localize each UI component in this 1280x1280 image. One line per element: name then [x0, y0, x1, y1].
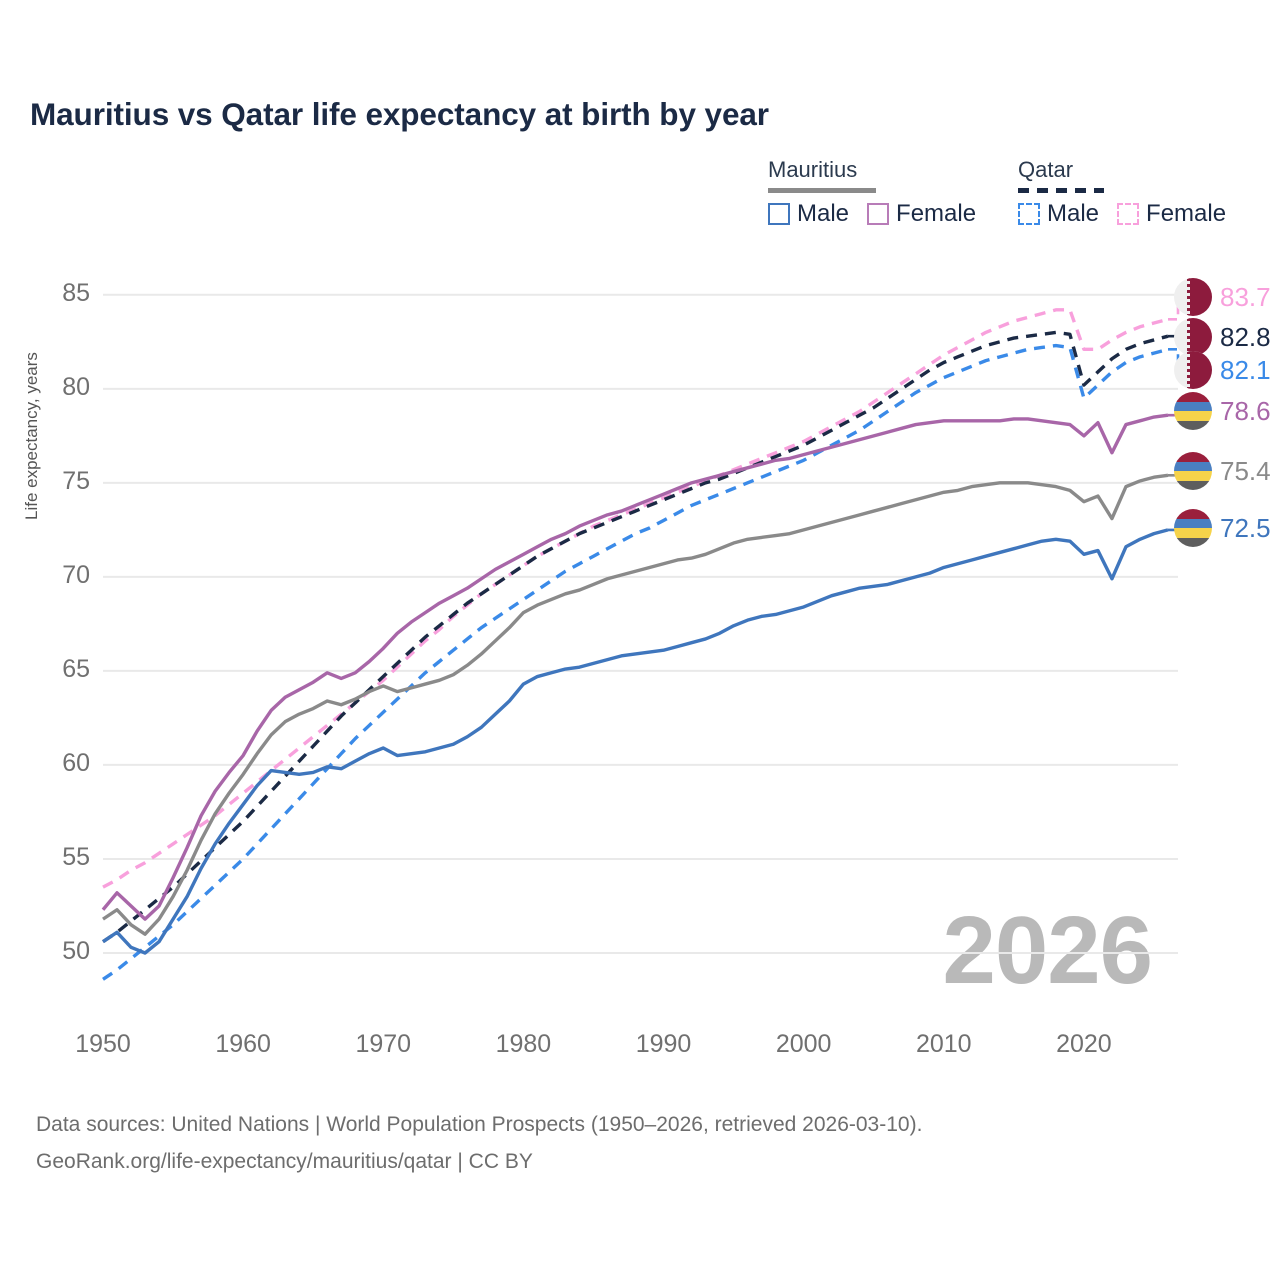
legend-item-qatar-female[interactable]: Female — [1117, 202, 1226, 226]
qatar-flag-icon — [1174, 318, 1212, 356]
x-axis-tick-label: 1980 — [495, 1030, 552, 1058]
legend-item-mauritius-male[interactable]: Male — [768, 202, 849, 226]
end-label-value: 82.8 — [1220, 322, 1271, 352]
x-axis-tick-label: 1960 — [215, 1030, 271, 1058]
legend-rule-dashed — [1018, 188, 1104, 193]
series-line-qatar-male — [102, 343, 1169, 981]
legend: Mauritius Male Female Qatar Male — [760, 158, 1260, 244]
y-axis-tick-label: 60 — [62, 748, 90, 777]
x-axis-tick-label: 1950 — [75, 1030, 131, 1058]
end-label-value: 82.1 — [1220, 355, 1271, 385]
series-line-mauritius-total — [102, 473, 1169, 936]
legend-item-qatar-male[interactable]: Male — [1018, 202, 1099, 226]
x-axis-tick-label: 2020 — [1056, 1030, 1112, 1058]
series-line-qatar-female — [102, 308, 1169, 889]
end-label-72.5: 72.5 — [1174, 509, 1271, 547]
watermark-year: 2026 — [942, 897, 1153, 1004]
series-line-mauritius-male — [102, 528, 1169, 955]
footer: Data sources: United Nations | World Pop… — [36, 1106, 1236, 1180]
legend-rule-solid — [768, 188, 876, 193]
legend-items-mauritius: Male Female — [768, 202, 976, 226]
page-title: Mauritius vs Qatar life expectancy at bi… — [30, 96, 769, 132]
legend-group-title-qatar: Qatar — [1018, 157, 1074, 182]
series-line-mauritius-female — [101, 413, 1169, 921]
end-label-value: 75.4 — [1220, 456, 1271, 486]
end-label-value: 72.5 — [1220, 513, 1271, 543]
qatar-flag-icon — [1174, 351, 1212, 389]
legend-item-label: Female — [1146, 200, 1227, 227]
qatar-flag-icon — [1174, 278, 1212, 316]
end-label-value: 78.6 — [1220, 396, 1271, 426]
x-axis-tick-label: 2010 — [915, 1030, 972, 1058]
y-axis-tick-label: 55 — [62, 842, 90, 871]
mauritius-flag-icon — [1174, 452, 1212, 490]
footer-data-sources: Data sources: United Nations | World Pop… — [36, 1113, 923, 1136]
end-label-82.1: 82.1 — [1174, 351, 1271, 389]
y-axis-tick-label: 70 — [62, 560, 90, 589]
x-axis-tick-label: 1990 — [635, 1030, 692, 1058]
end-label-value: 83.7 — [1220, 282, 1271, 312]
end-label-75.4: 75.4 — [1174, 452, 1271, 490]
x-axis-tick-label: 2000 — [775, 1030, 832, 1058]
legend-group-mauritius: Mauritius Male Female — [768, 157, 976, 226]
y-axis-tick-label: 85 — [62, 278, 90, 307]
legend-item-label: Male — [1047, 200, 1100, 227]
mauritius-flag-icon — [1174, 509, 1212, 547]
mauritius-flag-icon — [1174, 392, 1212, 430]
legend-group-title-mauritius: Mauritius — [768, 157, 858, 182]
legend-swatch-icon — [768, 203, 790, 225]
legend-swatch-icon — [1117, 203, 1140, 225]
series-line-qatar-total — [102, 330, 1169, 944]
footer-attribution: GeoRank.org/life-expectancy/mauritius/qa… — [36, 1150, 533, 1173]
x-axis-tick-label: 1970 — [355, 1030, 412, 1058]
end-label-82.8: 82.8 — [1174, 318, 1271, 356]
y-axis-tick-label: 80 — [62, 372, 90, 401]
legend-swatch-icon — [1018, 203, 1040, 225]
legend-item-label: Male — [797, 200, 850, 227]
legend-group-qatar: Qatar Male Female — [1018, 157, 1226, 226]
end-label-78.6: 78.6 — [1174, 392, 1271, 430]
end-label-83.7: 83.7 — [1174, 278, 1271, 316]
y-axis-tick-label: 50 — [62, 936, 90, 965]
legend-item-mauritius-female[interactable]: Female — [867, 202, 976, 226]
y-axis-tick-label: 65 — [62, 654, 90, 683]
legend-items-qatar: Male Female — [1018, 202, 1226, 226]
legend-swatch-icon — [867, 203, 890, 225]
y-axis-tick-label: 75 — [62, 466, 90, 495]
legend-item-label: Female — [896, 200, 977, 227]
